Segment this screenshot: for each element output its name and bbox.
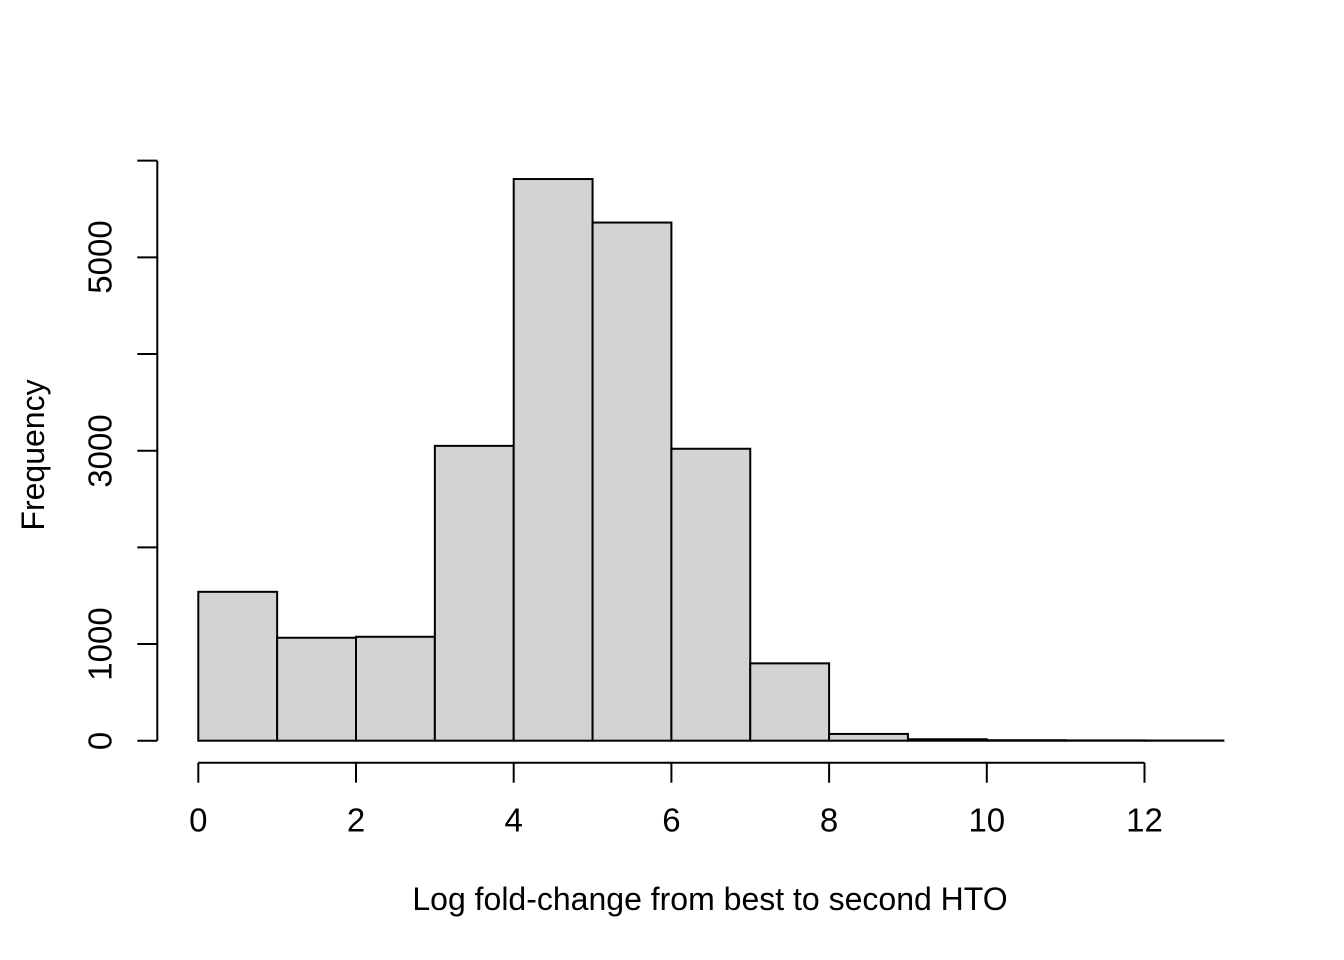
x-tick-label: 6: [662, 801, 681, 839]
histogram-bar: [355, 635, 436, 742]
histogram-bar: [670, 447, 752, 742]
x-tick-label: 2: [346, 801, 366, 839]
histogram-bar: [906, 738, 988, 742]
y-tick-label: 5000: [81, 220, 119, 295]
y-tick-label: 0: [81, 731, 119, 750]
x-axis-title: Log fold-change from best to second HTO: [412, 881, 1008, 917]
histogram-bar: [197, 590, 279, 742]
x-tick-label: 0: [189, 801, 208, 839]
histogram-bar: [749, 662, 831, 742]
x-tick-label: 12: [1126, 801, 1163, 839]
histogram-bar: [276, 636, 357, 742]
x-tick-label: 4: [504, 801, 523, 839]
y-tick-label: 1000: [81, 607, 119, 681]
x-tick-label: 8: [819, 801, 839, 839]
x-tick-label: 10: [968, 801, 1006, 839]
histogram-bar: [433, 444, 515, 742]
y-tick-label: 3000: [81, 413, 119, 488]
histogram-bar: [512, 178, 594, 742]
histogram-bar: [591, 221, 673, 742]
histogram-bar: [828, 732, 909, 742]
y-axis-title: Frequency: [15, 379, 51, 531]
